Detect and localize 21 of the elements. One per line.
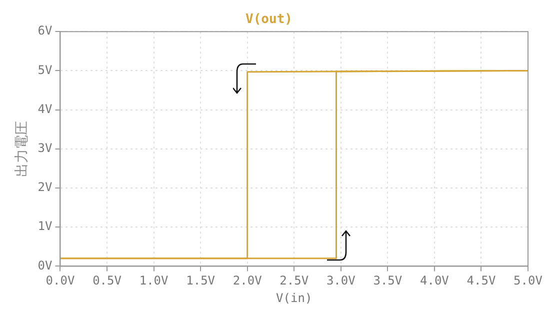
chart-title: V(out) xyxy=(246,12,292,28)
x-tick-label: 3.0V xyxy=(326,274,356,288)
y-tick-label: 0V xyxy=(38,258,52,272)
x-tick-label: 4.5V xyxy=(466,274,496,288)
x-tick-label: 4.0V xyxy=(420,274,449,288)
x-tick-label: 1.0V xyxy=(139,274,168,288)
y-axis-title: 出力電圧 xyxy=(14,120,30,177)
x-tick-label: 2.0V xyxy=(232,274,262,288)
y-tick-label: 5V xyxy=(38,62,52,77)
x-axis-title: V(in) xyxy=(276,290,312,305)
x-tick-label: 3.5V xyxy=(373,274,402,288)
x-tick-label: 1.5V xyxy=(186,274,216,288)
y-tick-label: 1V xyxy=(38,219,52,234)
y-tick-label: 3V xyxy=(38,141,52,156)
x-tick-label: 5.0V xyxy=(514,274,542,288)
x-tick-label: 0.0V xyxy=(46,274,75,288)
y-tick-label: 2V xyxy=(38,180,52,194)
y-tick-label: 6V xyxy=(38,24,52,38)
x-tick-label: 2.5V xyxy=(280,274,309,288)
y-tick-label: 4V xyxy=(38,102,52,116)
x-tick-label: 0.5V xyxy=(92,274,122,288)
